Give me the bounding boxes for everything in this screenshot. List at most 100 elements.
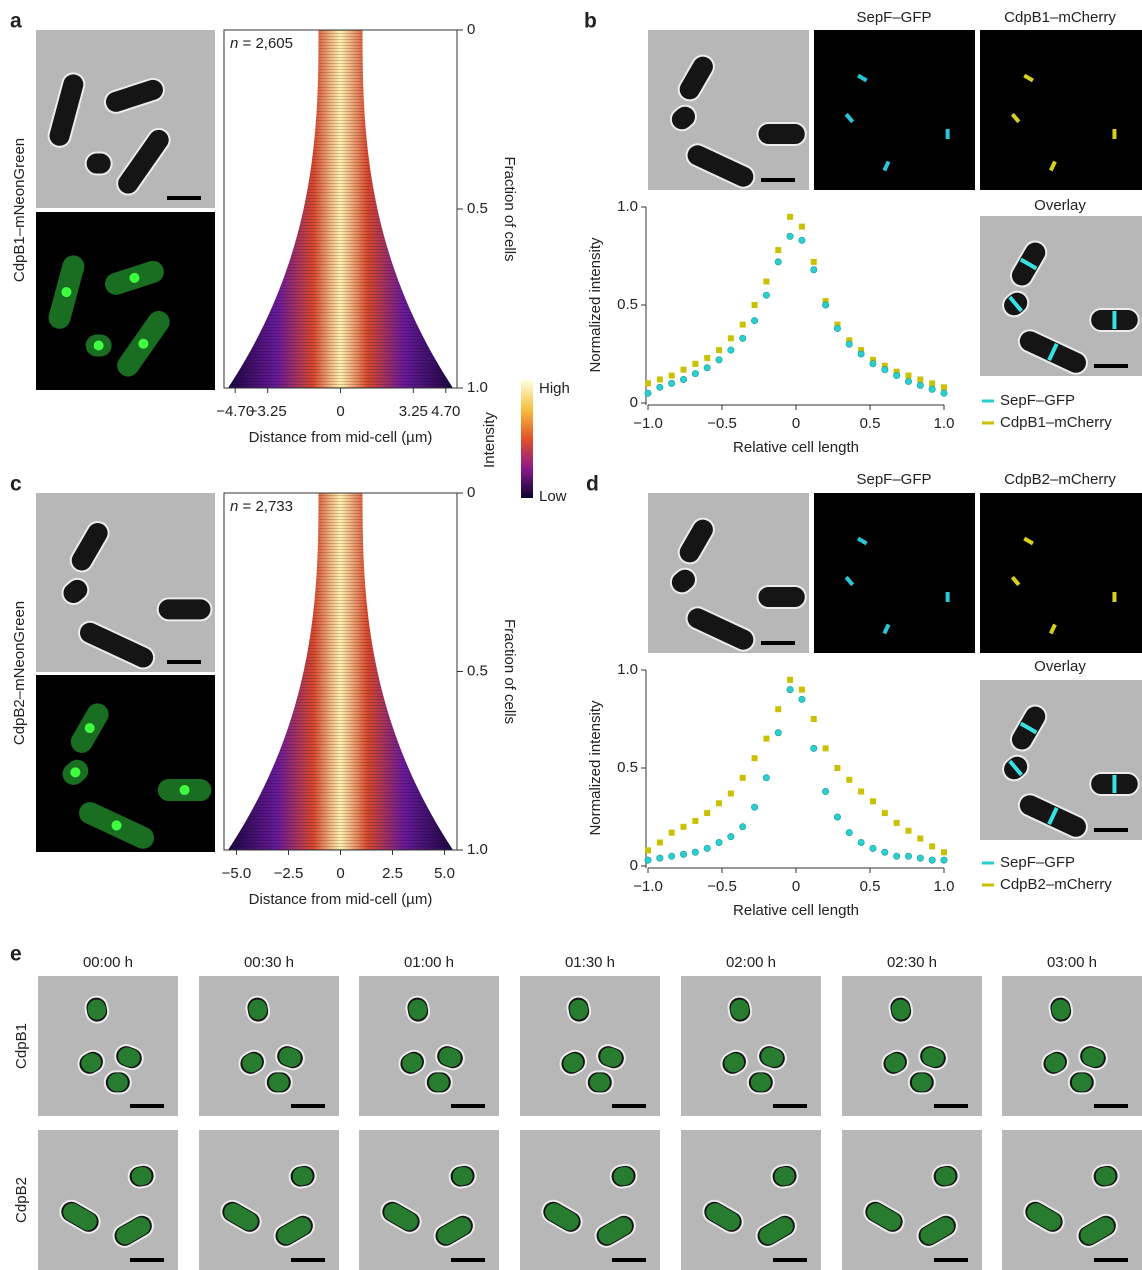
point — [858, 789, 864, 795]
point — [905, 853, 911, 859]
scale-bar — [130, 1258, 164, 1262]
page: a b c d e CdpB1–mNeonGreen CdpB2–mNeonGr… — [0, 0, 1142, 1270]
point — [692, 849, 698, 855]
y-tick-label: 0 — [630, 857, 638, 874]
point — [657, 839, 663, 845]
micrograph — [980, 493, 1142, 653]
micrograph — [359, 976, 499, 1116]
point — [763, 292, 769, 298]
n-value: = 2,733 — [238, 498, 293, 515]
point — [917, 836, 923, 842]
scale-bar — [1094, 364, 1128, 368]
point — [751, 804, 757, 810]
y-tick-label: 0.5 — [617, 296, 638, 313]
micrograph — [38, 1130, 178, 1270]
point — [728, 833, 734, 839]
point — [811, 716, 817, 722]
point — [669, 830, 675, 836]
scale-bar — [934, 1258, 968, 1262]
y-tick-label: 1.0 — [617, 198, 638, 215]
point — [704, 365, 710, 371]
scale-bar — [1094, 1104, 1128, 1108]
scale-bar — [612, 1104, 646, 1108]
scale-bar — [1094, 828, 1128, 832]
y-tick-label: 0 — [630, 394, 638, 411]
point — [681, 367, 687, 373]
point — [811, 745, 817, 751]
cell-spot — [946, 592, 950, 602]
x-tick-label: 1.0 — [934, 878, 955, 895]
point — [657, 855, 663, 861]
scale-bar — [291, 1258, 325, 1262]
x-tick-label: 0.5 — [860, 878, 881, 895]
panel-label: b — [584, 10, 597, 33]
point — [787, 686, 793, 692]
point — [882, 366, 888, 372]
time-label: 01:00 h — [404, 954, 454, 971]
point — [680, 851, 686, 857]
image-background — [359, 1130, 499, 1270]
row-label: CdpB1 — [13, 1023, 30, 1069]
point — [917, 382, 923, 388]
point — [681, 824, 687, 830]
image-background — [199, 1130, 339, 1270]
image-background — [1002, 976, 1142, 1116]
micrograph — [36, 675, 215, 852]
point — [846, 829, 852, 835]
panel-label: a — [10, 10, 22, 33]
cell — [158, 598, 212, 620]
scale-bar — [761, 178, 795, 182]
point — [763, 736, 769, 742]
cell-spot — [94, 341, 104, 351]
time-label: 02:00 h — [726, 954, 776, 971]
point — [728, 790, 734, 796]
point — [941, 390, 947, 396]
micrograph — [814, 30, 975, 190]
point — [905, 378, 911, 384]
point — [775, 247, 781, 253]
x-axis-label: Distance from mid-cell (µm) — [249, 891, 433, 908]
image-background — [980, 493, 1142, 653]
point — [668, 853, 674, 859]
point — [645, 390, 651, 396]
row-label: CdpB2 — [13, 1177, 30, 1223]
y-axis-label: Fraction of cells — [501, 156, 518, 261]
cell — [757, 586, 805, 608]
x-tick-label: 0.5 — [860, 415, 881, 432]
image-background — [359, 976, 499, 1116]
time-label: 01:30 h — [565, 954, 615, 971]
point — [751, 317, 757, 323]
micrograph — [648, 30, 809, 191]
scale-bar — [773, 1104, 807, 1108]
time-label: 02:30 h — [887, 954, 937, 971]
point — [929, 386, 935, 392]
channel-title: SepF–GFP — [856, 471, 931, 488]
point — [882, 849, 888, 855]
micrograph — [980, 680, 1142, 841]
x-tick-label: 3.25 — [399, 403, 428, 420]
point — [692, 361, 698, 367]
micrograph — [199, 976, 339, 1116]
point — [894, 820, 900, 826]
scale-bar — [167, 660, 201, 664]
point — [941, 384, 947, 390]
x-tick-label: 0 — [792, 415, 800, 432]
point — [763, 278, 769, 284]
x-tick-label: 0 — [336, 403, 344, 420]
point — [870, 798, 876, 804]
point — [669, 373, 675, 379]
x-tick-label: 4.70 — [431, 403, 460, 420]
colorbar-low: Low — [539, 488, 567, 505]
n-symbol: n — [230, 498, 238, 515]
point — [704, 355, 710, 361]
micrograph — [648, 493, 809, 654]
cell-count: n = 2,605 — [230, 35, 293, 52]
time-label: 00:00 h — [83, 954, 133, 971]
scale-bar — [1094, 1258, 1128, 1262]
image-background — [38, 1130, 178, 1270]
panel-label: e — [10, 943, 22, 966]
x-tick-label: −3.25 — [249, 403, 287, 420]
point — [716, 347, 722, 353]
scale-bar — [451, 1104, 485, 1108]
point — [645, 847, 651, 853]
